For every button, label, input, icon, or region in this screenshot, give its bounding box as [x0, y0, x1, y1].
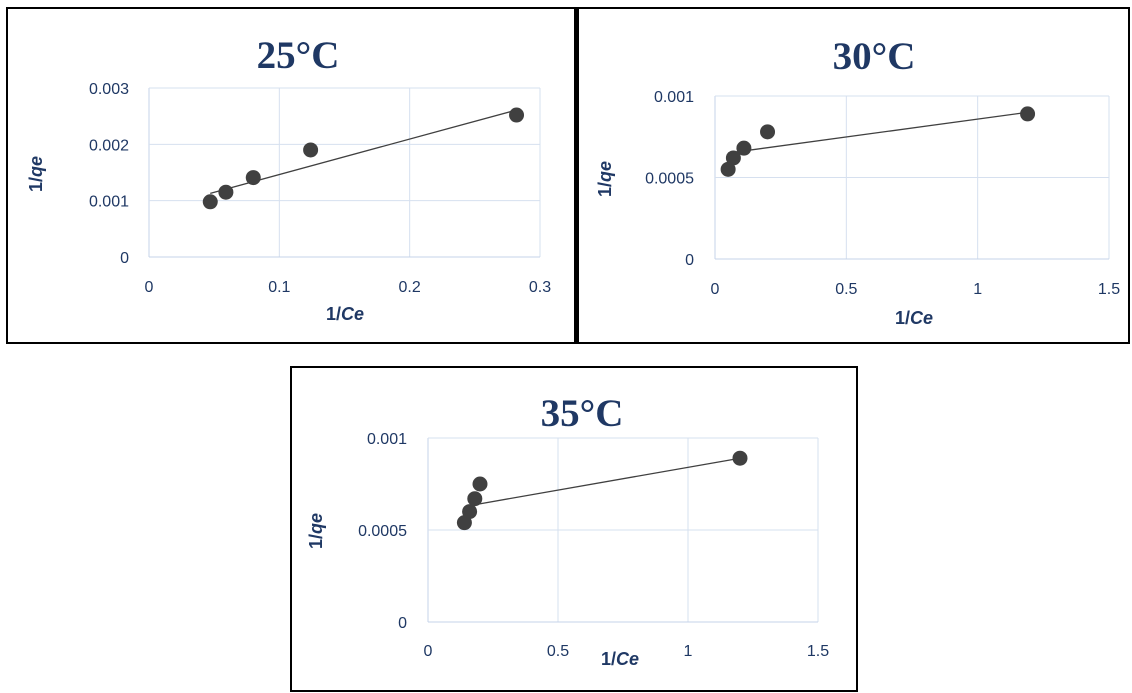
trendline [210, 109, 517, 194]
data-point [725, 150, 741, 166]
chart-panel-35c: 35°C 0 0.5 1 1.5 0 0.0005 0.001 1/Ce 1/qe [290, 366, 858, 692]
trendline [728, 111, 1028, 154]
data-point [202, 194, 218, 210]
data-point [245, 170, 261, 186]
data-point [467, 491, 483, 507]
x-tick-label: 0 [145, 279, 154, 296]
x-axis-label-variable: Ce [616, 649, 639, 669]
x-axis-label: 1/Ce [326, 304, 364, 324]
chart-title: 35°C [541, 392, 624, 435]
x-axis-label-variable: Ce [341, 304, 364, 324]
x-axis-label-prefix: 1/ [895, 308, 910, 328]
y-axis-label-prefix: 1/ [26, 177, 46, 192]
trendline [466, 457, 741, 507]
y-tick-label: 0 [398, 615, 407, 632]
x-tick-label: 0 [711, 281, 720, 298]
chart-title: 30°C [833, 35, 916, 78]
x-axis-label: 1/Ce [601, 649, 639, 669]
y-axis-label: 1/qe [595, 161, 615, 197]
data-point [462, 504, 478, 520]
y-tick-label: 0.0005 [358, 523, 407, 540]
y-tick-label: 0.0005 [645, 171, 694, 188]
data-point [760, 124, 776, 140]
data-point [472, 476, 488, 492]
y-tick-label: 0.001 [89, 194, 129, 211]
data-point [509, 107, 525, 123]
y-tick-label: 0 [120, 250, 129, 267]
x-tick-label: 1.5 [1098, 281, 1120, 298]
y-axis-label-variable: qe [26, 156, 46, 177]
x-tick-label: 1 [973, 281, 982, 298]
y-axis-label-prefix: 1/ [306, 534, 326, 549]
x-axis-label-prefix: 1/ [326, 304, 341, 324]
y-axis-label: 1/qe [306, 513, 326, 549]
data-point [720, 161, 736, 177]
y-tick-label: 0.003 [89, 81, 129, 98]
x-tick-label: 1.5 [807, 643, 829, 660]
data-point [218, 184, 234, 200]
x-tick-label: 0 [424, 643, 433, 660]
x-tick-label: 0.2 [399, 279, 421, 296]
x-axis-label-prefix: 1/ [601, 649, 616, 669]
data-point [732, 450, 748, 466]
y-tick-label: 0 [685, 252, 694, 269]
chart-panel-30c: 30°C 0 0.5 1 1.5 0 0.0005 0.001 1/Ce 1/qe [576, 7, 1130, 344]
y-axis-label-variable: qe [595, 161, 615, 182]
x-axis-label: 1/Ce [895, 308, 933, 328]
x-tick-label: 0.5 [835, 281, 857, 298]
y-axis-label: 1/qe [26, 156, 46, 192]
y-tick-label: 0.002 [89, 137, 129, 154]
x-axis-label-variable: Ce [910, 308, 933, 328]
data-point [1020, 106, 1036, 122]
y-axis-label-variable: qe [306, 513, 326, 534]
y-axis-label-prefix: 1/ [595, 182, 615, 197]
y-tick-label: 0.001 [367, 431, 407, 448]
data-point [303, 142, 319, 158]
data-point [736, 140, 752, 156]
x-tick-label: 0.3 [529, 279, 551, 296]
x-tick-label: 0.1 [268, 279, 290, 296]
chart-title: 25°C [257, 34, 340, 77]
chart-panel-25c: 25°C 0 0.1 0.2 0.3 0 0.001 0.002 0.003 1/Ce 1/qe [6, 7, 576, 344]
x-tick-label: 1 [684, 643, 693, 660]
y-tick-label: 0.001 [654, 89, 694, 106]
x-tick-label: 0.5 [547, 643, 569, 660]
